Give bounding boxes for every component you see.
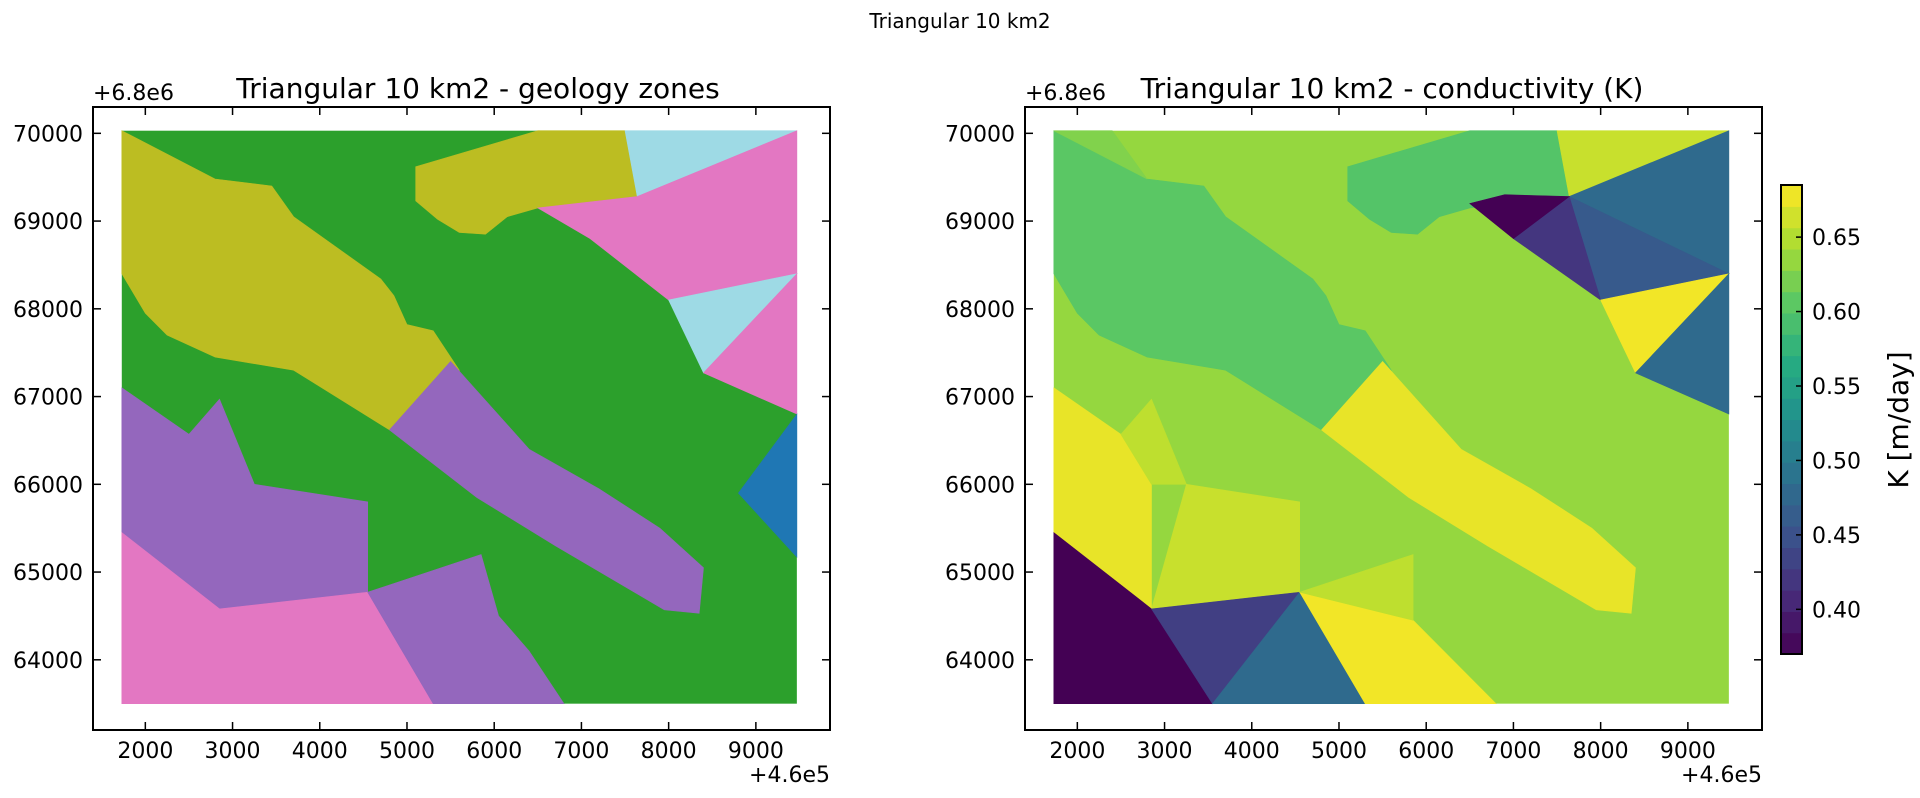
zone-polygon-7 <box>389 361 704 614</box>
colorbar-bands <box>1781 185 1802 655</box>
x-tick-label: 5000 <box>379 739 435 764</box>
x-tick-label: 6000 <box>466 739 522 764</box>
geology-zones-plot: Triangular 10 km2 - geology zones 2000 30… <box>13 72 831 788</box>
geology-y-axis: 64000 65000 66000 67000 68000 69000 70000 <box>13 122 830 674</box>
colorbar-tick-label: 0.45 <box>1812 524 1861 549</box>
y-tick-label: 65000 <box>945 561 1015 586</box>
colorbar-band <box>1781 334 1802 357</box>
x-tick-label: 7000 <box>553 739 609 764</box>
colorbar-band <box>1781 440 1802 463</box>
x-tick-label: 3000 <box>205 739 261 764</box>
y-tick-label: 70000 <box>945 122 1015 147</box>
colorbar-frame <box>1780 184 1803 655</box>
geology-plot-title: Triangular 10 km2 - geology zones <box>235 72 719 105</box>
conductivity-axes-frame <box>1024 106 1763 731</box>
colorbar-band <box>1781 568 1802 591</box>
colorbar-label: K [m/day] <box>1882 351 1915 488</box>
y-tick-label: 68000 <box>945 298 1015 323</box>
geology-y-offset-label: +6.8e6 <box>93 81 174 106</box>
y-tick-label: 68000 <box>13 298 83 323</box>
colorbar-band <box>1781 376 1802 399</box>
y-tick-label: 69000 <box>13 210 83 235</box>
zone-polygon-6 <box>738 413 798 558</box>
colorbar-band <box>1781 312 1802 335</box>
x-tick-label: 7000 <box>1485 739 1541 764</box>
colorbar-band <box>1781 632 1802 655</box>
x-tick-label: 9000 <box>728 739 784 764</box>
y-tick-label: 70000 <box>13 122 83 147</box>
colorbar-tick-label: 0.50 <box>1812 449 1861 474</box>
zone-polygon-10 <box>367 554 565 705</box>
x-tick-label: 2000 <box>117 739 173 764</box>
colorbar-band <box>1781 355 1802 378</box>
colorbar-tick-label: 0.65 <box>1812 226 1861 251</box>
conductivity-zones-layer <box>1053 130 1730 705</box>
colorbar-band <box>1781 227 1802 250</box>
zone-polygon-11 <box>1053 387 1152 610</box>
figure-suptitle: Triangular 10 km2 <box>868 9 1050 33</box>
x-tick-label: 4000 <box>1224 739 1280 764</box>
zone-polygon-9 <box>1634 272 1730 415</box>
x-tick-label: 6000 <box>1398 739 1454 764</box>
zone-polygon-5 <box>702 272 798 415</box>
colorbar-band <box>1781 419 1802 442</box>
y-tick-label: 64000 <box>13 649 83 674</box>
colorbar-tick-label: 0.60 <box>1812 301 1861 326</box>
x-tick-label: 8000 <box>1573 739 1629 764</box>
conductivity-plot: Triangular 10 km2 - conductivity (K) 200… <box>945 72 1763 788</box>
y-tick-label: 69000 <box>945 210 1015 235</box>
y-tick-label: 65000 <box>13 561 83 586</box>
colorbar-band <box>1781 206 1802 229</box>
zone-polygon-18 <box>1298 554 1414 621</box>
x-tick-label: 5000 <box>1311 739 1367 764</box>
x-tick-label: 9000 <box>1660 739 1716 764</box>
colorbar-band <box>1781 185 1802 207</box>
colorbar-band <box>1781 483 1802 506</box>
conductivity-y-axis: 64000 65000 66000 67000 68000 69000 70000 <box>945 122 1762 674</box>
conductivity-plot-title: Triangular 10 km2 - conductivity (K) <box>1140 72 1644 105</box>
colorbar-band <box>1781 270 1802 293</box>
conductivity-x-offset-label: +4.6e5 <box>1681 763 1762 788</box>
conductivity-x-axis: 2000 3000 4000 5000 6000 7000 8000 9000 <box>1049 107 1716 764</box>
colorbar: 0.40 0.45 0.50 0.55 0.60 0.65 K [m/day] <box>1780 184 1915 655</box>
y-tick-label: 66000 <box>13 473 83 498</box>
conductivity-y-offset-label: +6.8e6 <box>1025 81 1106 106</box>
colorbar-band <box>1781 590 1802 612</box>
x-tick-label: 4000 <box>292 739 348 764</box>
colorbar-band <box>1781 398 1802 421</box>
colorbar-tick-label: 0.40 <box>1812 598 1861 623</box>
zone-polygon-1 <box>1053 130 1148 180</box>
geology-x-offset-label: +4.6e5 <box>749 763 830 788</box>
colorbar-band <box>1781 291 1802 314</box>
x-tick-label: 2000 <box>1049 739 1105 764</box>
colorbar-band <box>1781 611 1802 634</box>
x-tick-label: 3000 <box>1137 739 1193 764</box>
y-tick-label: 66000 <box>945 473 1015 498</box>
y-tick-label: 67000 <box>13 386 83 411</box>
zone-polygon-10 <box>1321 361 1636 614</box>
geology-axes-frame <box>92 106 831 731</box>
geology-x-axis: 2000 3000 4000 5000 6000 7000 8000 9000 <box>117 107 784 764</box>
colorbar-band <box>1781 504 1802 527</box>
colorbar-band <box>1781 547 1802 570</box>
geology-zones-layer <box>121 130 798 705</box>
y-tick-label: 64000 <box>945 649 1015 674</box>
colorbar-band <box>1781 248 1802 271</box>
colorbar-ticks: 0.40 0.45 0.50 0.55 0.60 0.65 <box>1796 226 1861 623</box>
colorbar-band <box>1781 462 1802 485</box>
y-tick-label: 67000 <box>945 386 1015 411</box>
colorbar-band <box>1781 526 1802 549</box>
colorbar-tick-label: 0.55 <box>1812 375 1861 400</box>
zone-polygon-7 <box>1469 194 1571 239</box>
x-tick-label: 8000 <box>641 739 697 764</box>
